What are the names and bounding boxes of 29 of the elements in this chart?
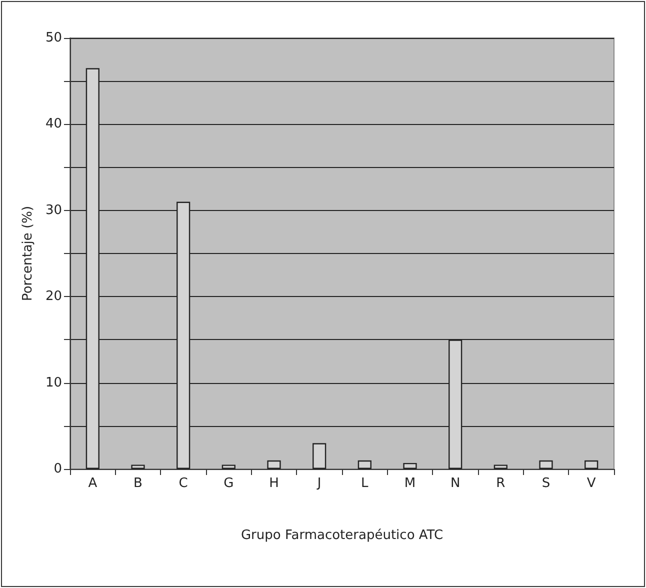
x-tick-label: S — [542, 476, 550, 491]
x-tick-label: H — [269, 476, 279, 491]
bar — [403, 462, 417, 469]
bar — [539, 460, 553, 469]
x-tick-label: J — [316, 476, 322, 491]
x-tick-label: L — [361, 476, 370, 491]
x-axis-title: Grupo Farmacoterapéutico ATC — [240, 528, 444, 543]
y-tick-label: 20 — [45, 289, 62, 304]
y-axis-title: Porcentaje (%) — [20, 206, 36, 302]
y-tick-label: 30 — [45, 202, 62, 218]
bar — [131, 464, 145, 469]
bar — [267, 460, 281, 469]
x-tick-label: N — [450, 476, 460, 491]
bar — [222, 464, 236, 469]
x-tick-label: R — [496, 476, 506, 491]
x-tick-label: C — [178, 476, 188, 491]
x-tick-label: V — [586, 476, 596, 491]
x-tick-label: A — [88, 476, 98, 491]
bar — [584, 460, 598, 469]
bar — [312, 443, 326, 469]
y-tick-label: 40 — [45, 116, 62, 132]
y-tick-label: 50 — [45, 30, 62, 46]
x-tick-label: G — [224, 476, 234, 491]
y-tick-label: 0 — [54, 462, 62, 476]
y-tick-label: 10 — [45, 375, 62, 390]
bar — [358, 460, 372, 469]
x-tick-label: B — [134, 476, 142, 491]
bar — [494, 464, 508, 469]
x-tick-label: M — [404, 476, 416, 491]
